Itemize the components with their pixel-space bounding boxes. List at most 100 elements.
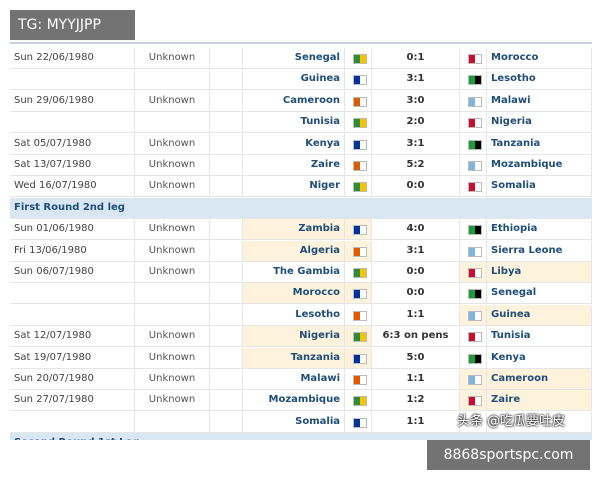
match-score: 0:0 (372, 176, 460, 197)
spacer-cell (210, 283, 243, 304)
home-team: Niger (243, 176, 345, 197)
away-flag-cell (460, 219, 487, 240)
match-score: 1:1 (372, 304, 460, 325)
fixture-row: Sun 22/06/1980 Unknown Senegal 0:1 Morocco (10, 48, 592, 69)
match-score: 1:1 (372, 369, 460, 389)
home-flag-cell (345, 69, 372, 90)
flag-icon (468, 225, 482, 236)
away-team (487, 411, 592, 432)
fixture-row: Guinea 3:1 Lesotho (10, 69, 592, 91)
flag-icon (468, 96, 482, 107)
match-score: 0:1 (372, 48, 460, 68)
spacer-cell (210, 90, 243, 111)
spacer-cell (210, 304, 243, 325)
home-flag-cell (345, 369, 372, 389)
home-flag-cell (345, 390, 372, 411)
match-status: Unknown (135, 347, 210, 368)
match-score: 3:1 (372, 133, 460, 154)
flag-icon (353, 417, 367, 428)
home-team: Guinea (243, 69, 345, 90)
away-team: Zaire (487, 390, 592, 411)
away-flag-cell (460, 326, 487, 347)
flag-icon (353, 289, 367, 300)
flag-icon (353, 332, 367, 343)
fixture-row: Sun 29/06/1980 Unknown Cameroon 3:0 Malawi (10, 90, 592, 112)
match-date (10, 69, 135, 90)
match-status: Unknown (135, 369, 210, 389)
home-flag-cell (345, 90, 372, 111)
fixture-row: Sun 20/07/1980 Unknown Malawi 1:1 Cameroon (10, 369, 592, 390)
flag-icon (353, 353, 367, 364)
flag-icon (353, 375, 367, 385)
flag-icon (468, 118, 482, 129)
match-status (135, 69, 210, 90)
match-date (10, 283, 135, 304)
away-team: Mozambique (487, 155, 592, 175)
fixture-row: Sun 01/06/1980 Unknown Zambia 4:0 Ethiopia (10, 219, 592, 241)
home-flag-cell (345, 176, 372, 197)
match-date (10, 112, 135, 133)
match-status: Unknown (135, 90, 210, 111)
home-flag-cell (345, 219, 372, 240)
flag-icon (468, 161, 482, 171)
match-status: Unknown (135, 155, 210, 175)
spacer-cell (210, 411, 243, 432)
match-score: 0:0 (372, 283, 460, 304)
away-flag-cell (460, 69, 487, 90)
home-flag-cell (345, 240, 372, 261)
match-date (10, 304, 135, 325)
match-date: Fri 13/06/1980 (10, 240, 135, 261)
away-flag-cell (460, 133, 487, 154)
flag-icon (353, 161, 367, 171)
home-flag-cell (345, 283, 372, 304)
match-status: Unknown (135, 326, 210, 347)
away-flag-cell (460, 369, 487, 389)
home-flag-cell (345, 48, 372, 68)
fixture-row: Sat 19/07/1980 Unknown Tanzania 5:0 Kenya (10, 347, 592, 369)
away-flag-cell (460, 155, 487, 175)
flag-icon (468, 268, 482, 278)
match-date: Wed 16/07/1980 (10, 176, 135, 197)
fixture-row: Sat 13/07/1980 Unknown Zaire 5:2 Mozambique (10, 155, 592, 176)
flag-icon (353, 225, 367, 236)
match-score: 3:1 (372, 240, 460, 261)
match-score: 2:0 (372, 112, 460, 133)
flag-icon (468, 289, 482, 300)
home-flag-cell (345, 155, 372, 175)
match-score: 1:1 (372, 411, 460, 432)
match-status: Unknown (135, 240, 210, 261)
match-status: Unknown (135, 219, 210, 240)
away-team: Ethiopia (487, 219, 592, 240)
match-status: Unknown (135, 133, 210, 154)
match-date: Sun 06/07/1980 (10, 262, 135, 282)
home-team: Kenya (243, 133, 345, 154)
fixture-row: Sun 27/07/1980 Unknown Mozambique 1:2 Zaire (10, 390, 592, 412)
flag-icon (468, 353, 482, 364)
fixture-row: Lesotho 1:1 Guinea (10, 304, 592, 326)
flag-icon (353, 54, 367, 64)
home-flag-cell (345, 326, 372, 347)
home-team: Tunisia (243, 112, 345, 133)
home-team: Malawi (243, 369, 345, 389)
match-date: Sat 12/07/1980 (10, 326, 135, 347)
section-header: Second Round 1st Leg (10, 433, 592, 440)
home-flag-cell (345, 112, 372, 133)
match-date (10, 411, 135, 432)
match-date: Sun 22/06/1980 (10, 48, 135, 68)
match-status (135, 112, 210, 133)
away-team: Libya (487, 262, 592, 282)
match-status (135, 304, 210, 325)
match-score: 1:2 (372, 390, 460, 411)
flag-icon (353, 182, 367, 193)
away-flag-cell (460, 283, 487, 304)
flag-icon (468, 139, 482, 150)
away-flag-cell (460, 176, 487, 197)
spacer-cell (210, 369, 243, 389)
match-status: Unknown (135, 390, 210, 411)
match-status (135, 283, 210, 304)
spacer-cell (210, 48, 243, 68)
away-flag-cell (460, 240, 487, 261)
match-date: Sun 01/06/1980 (10, 219, 135, 240)
flag-icon (353, 246, 367, 257)
match-score: 5:0 (372, 347, 460, 368)
